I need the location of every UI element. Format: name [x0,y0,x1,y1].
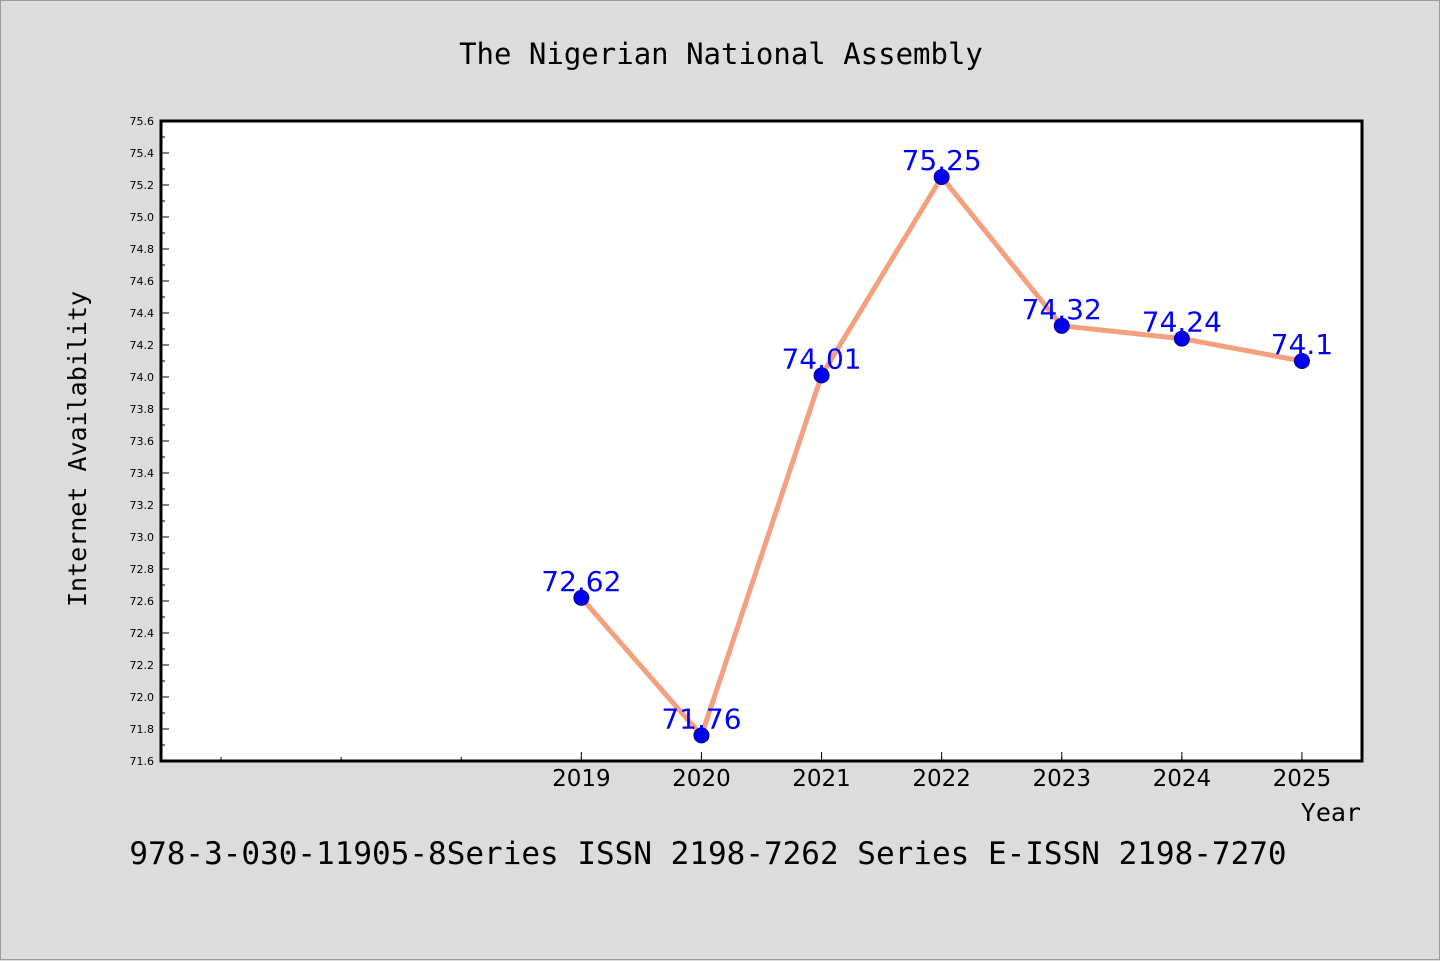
x-axis-label: Year [1301,798,1361,827]
y-tick-label: 73.4 [130,467,155,480]
data-point [693,727,710,744]
y-tick-label: 73.6 [130,435,155,448]
x-tick-label: 2022 [912,766,971,792]
x-tick-label: 2020 [672,766,731,792]
data-label: 75.25 [902,144,982,177]
y-tick-label: 72.8 [130,563,155,576]
y-axis: 71.6 71.8 72.0 72.2 72.4 72.6 72.8 73.0 73.2 73.4… [130,115,169,768]
y-tick-label: 73.8 [130,403,155,416]
plot-area [159,119,1364,763]
x-tick-label: 2021 [792,766,851,792]
data-label: 74.24 [1142,306,1222,339]
data-point [573,589,590,606]
data-label: 71.76 [661,702,741,735]
data-point [813,367,830,384]
series-line-group: 72.62 71.76 74.01 75.25 74.32 74.24 74.1 [541,144,1333,744]
y-tick-label: 75.2 [130,179,155,192]
data-label: 74.32 [1022,293,1102,326]
y-tick-label: 74.0 [130,371,155,384]
data-point [1173,330,1190,347]
y-axis-label: Internet Availability [63,291,92,607]
y-tick-label: 74.2 [130,339,155,352]
data-label: 74.1 [1271,328,1333,361]
y-tick-label: 71.6 [130,755,155,768]
footer-text: 978-3-030-11905-8Series ISSN 2198-7262 S… [129,836,1286,872]
x-tick-label: 2023 [1032,766,1091,792]
x-axis: 2019 2020 2021 2022 2023 2024 2025 [220,752,1332,792]
y-tick-label: 75.4 [130,147,155,160]
y-tick-label: 75.6 [130,115,155,128]
data-label: 72.62 [541,565,621,598]
y-tick-label: 72.6 [130,595,155,608]
y-tick-label: 72.2 [130,659,155,672]
y-tick-label: 72.0 [130,691,155,704]
x-tick-label: 2024 [1153,766,1212,792]
chart-title: The Nigerian National Assembly [459,37,983,71]
data-point [933,169,950,185]
data-label: 74.01 [781,342,861,375]
y-tick-label: 74.6 [130,275,155,288]
y-tick-label: 74.8 [130,243,155,256]
y-tick-label: 72.4 [130,627,155,640]
x-tick-label: 2019 [552,766,611,792]
y-tick-label: 71.8 [130,723,155,736]
y-tick-label: 73.0 [130,531,155,544]
data-point [1053,317,1070,334]
x-tick-label: 2025 [1273,766,1332,792]
y-tick-label: 74.4 [130,307,155,320]
y-tick-label: 73.2 [130,499,155,512]
data-point [1293,353,1310,369]
y-tick-label: 75.0 [130,211,155,224]
